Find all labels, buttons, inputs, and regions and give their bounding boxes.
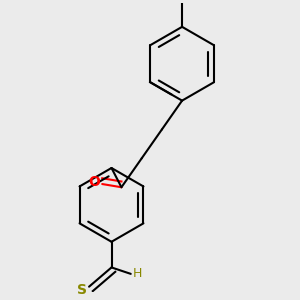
Text: H: H	[133, 267, 142, 280]
Text: S: S	[77, 283, 87, 297]
Text: O: O	[88, 176, 100, 189]
